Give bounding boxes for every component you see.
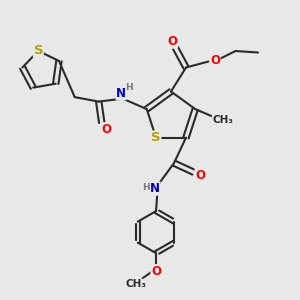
Text: H: H (125, 83, 133, 92)
Text: O: O (195, 169, 205, 182)
Text: O: O (101, 123, 111, 136)
Text: N: N (116, 87, 126, 100)
Text: O: O (167, 35, 178, 48)
Text: S: S (151, 131, 161, 144)
Text: O: O (210, 53, 220, 67)
Text: CH₃: CH₃ (126, 279, 147, 289)
Text: N: N (150, 182, 160, 195)
Text: CH₃: CH₃ (212, 115, 233, 124)
Text: S: S (34, 44, 43, 57)
Text: O: O (151, 265, 161, 278)
Text: H: H (142, 183, 150, 192)
